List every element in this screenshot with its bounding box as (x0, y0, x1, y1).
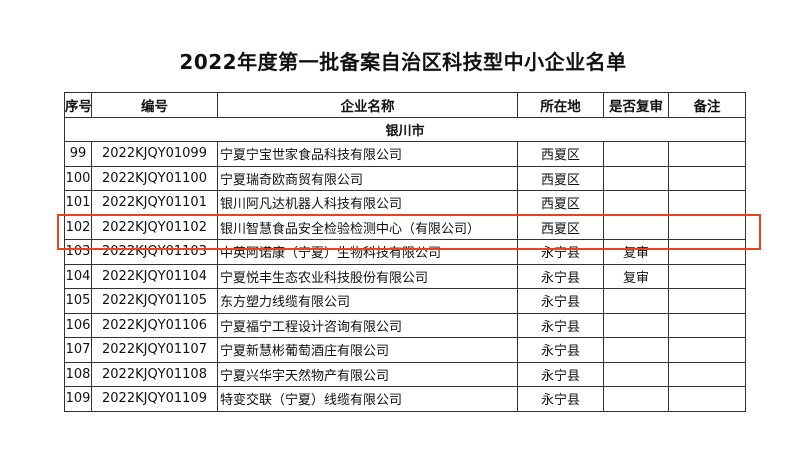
table-row: 107 2022KJQY01107 宁夏新慧彬葡萄酒庄有限公司 永宁县 (64, 337, 746, 363)
cell-review (603, 165, 669, 191)
table-row: 105 2022KJQY01105 东方塑力线缆有限公司 永宁县 (64, 288, 746, 314)
cell-note (668, 141, 746, 167)
cell-location: 西夏区 (517, 190, 604, 216)
cell-code: 2022KJQY01107 (91, 337, 218, 363)
cell-note (668, 386, 746, 412)
table-row: 101 2022KJQY01101 银川阿凡达机器人科技有限公司 西夏区 (64, 190, 746, 216)
cell-name: 宁夏瑞奇欧商贸有限公司 (217, 165, 518, 191)
cell-no: 108 (64, 361, 92, 387)
cell-name: 银川阿凡达机器人科技有限公司 (217, 190, 518, 216)
cell-code: 2022KJQY01103 (91, 239, 218, 265)
cell-note (668, 337, 746, 363)
header-no: 序号 (64, 92, 92, 118)
table-header-row: 序号 编号 企业名称 所在地 是否复审 备注 (64, 92, 746, 118)
cell-note (668, 165, 746, 191)
city-label: 银川市 (64, 116, 746, 142)
cell-no: 101 (64, 190, 92, 216)
cell-location: 永宁县 (517, 337, 604, 363)
cell-note (668, 263, 746, 289)
cell-no: 103 (64, 239, 92, 265)
header-code: 编号 (91, 92, 218, 118)
cell-note (668, 361, 746, 387)
table-row: 104 2022KJQY01104 宁夏悦丰生态农业科技股份有限公司 永宁县 复审 (64, 263, 746, 289)
cell-review (603, 386, 669, 412)
cell-code: 2022KJQY01100 (91, 165, 218, 191)
header-note: 备注 (668, 92, 746, 118)
cell-code: 2022KJQY01108 (91, 361, 218, 387)
table-row: 100 2022KJQY01100 宁夏瑞奇欧商贸有限公司 西夏区 (64, 165, 746, 191)
table-row: 108 2022KJQY01108 宁夏兴华宇天然物产有限公司 永宁县 (64, 361, 746, 387)
cell-note (668, 288, 746, 314)
cell-no: 106 (64, 312, 92, 338)
cell-no: 109 (64, 386, 92, 412)
cell-location: 西夏区 (517, 214, 604, 240)
cell-location: 西夏区 (517, 165, 604, 191)
cell-note (668, 214, 746, 240)
enterprise-table: 序号 编号 企业名称 所在地 是否复审 备注 银川市 99 2022KJQY010… (64, 92, 746, 412)
cell-note (668, 190, 746, 216)
cell-name: 宁夏悦丰生态农业科技股份有限公司 (217, 263, 518, 289)
cell-no: 102 (64, 214, 92, 240)
cell-name: 宁夏福宁工程设计咨询有限公司 (217, 312, 518, 338)
cell-review (603, 361, 669, 387)
cell-location: 永宁县 (517, 312, 604, 338)
table-row: 109 2022KJQY01109 特变交联（宁夏）线缆有限公司 永宁县 (64, 386, 746, 412)
table-row: 102 2022KJQY01102 银川智慧食品安全检验检测中心（有限公司） 西夏区 (64, 214, 746, 240)
cell-no: 105 (64, 288, 92, 314)
cell-code: 2022KJQY01099 (91, 141, 218, 167)
cell-code: 2022KJQY01105 (91, 288, 218, 314)
cell-code: 2022KJQY01102 (91, 214, 218, 240)
cell-location: 永宁县 (517, 288, 604, 314)
cell-no: 99 (64, 141, 92, 167)
header-location: 所在地 (517, 92, 604, 118)
cell-name: 宁夏新慧彬葡萄酒庄有限公司 (217, 337, 518, 363)
city-row: 银川市 (64, 116, 746, 142)
header-name: 企业名称 (217, 92, 518, 118)
cell-location: 永宁县 (517, 263, 604, 289)
cell-review: 复审 (603, 239, 669, 265)
cell-location: 永宁县 (517, 386, 604, 412)
cell-name: 宁夏兴华宇天然物产有限公司 (217, 361, 518, 387)
cell-code: 2022KJQY01109 (91, 386, 218, 412)
cell-review (603, 141, 669, 167)
cell-no: 107 (64, 337, 92, 363)
table-row: 103 2022KJQY01103 中英阿诺康（宁夏）生物科技有限公司 永宁县 复审 (64, 239, 746, 265)
document-title: 2022年度第一批备案自治区科技型中小企业名单 (179, 50, 627, 74)
cell-review: 复审 (603, 263, 669, 289)
cell-name: 银川智慧食品安全检验检测中心（有限公司） (217, 214, 518, 240)
header-review: 是否复审 (603, 92, 669, 118)
cell-review (603, 214, 669, 240)
cell-name: 中英阿诺康（宁夏）生物科技有限公司 (217, 239, 518, 265)
cell-review (603, 190, 669, 216)
cell-location: 永宁县 (517, 239, 604, 265)
cell-no: 104 (64, 263, 92, 289)
cell-review (603, 312, 669, 338)
table-row: 106 2022KJQY01106 宁夏福宁工程设计咨询有限公司 永宁县 (64, 312, 746, 338)
cell-note (668, 239, 746, 265)
cell-location: 西夏区 (517, 141, 604, 167)
cell-review (603, 288, 669, 314)
cell-name: 宁夏宁宝世家食品科技有限公司 (217, 141, 518, 167)
cell-code: 2022KJQY01104 (91, 263, 218, 289)
cell-name: 特变交联（宁夏）线缆有限公司 (217, 386, 518, 412)
cell-code: 2022KJQY01101 (91, 190, 218, 216)
cell-note (668, 312, 746, 338)
cell-name: 东方塑力线缆有限公司 (217, 288, 518, 314)
table-row: 99 2022KJQY01099 宁夏宁宝世家食品科技有限公司 西夏区 (64, 141, 746, 167)
cell-location: 永宁县 (517, 361, 604, 387)
cell-code: 2022KJQY01106 (91, 312, 218, 338)
cell-no: 100 (64, 165, 92, 191)
cell-review (603, 337, 669, 363)
